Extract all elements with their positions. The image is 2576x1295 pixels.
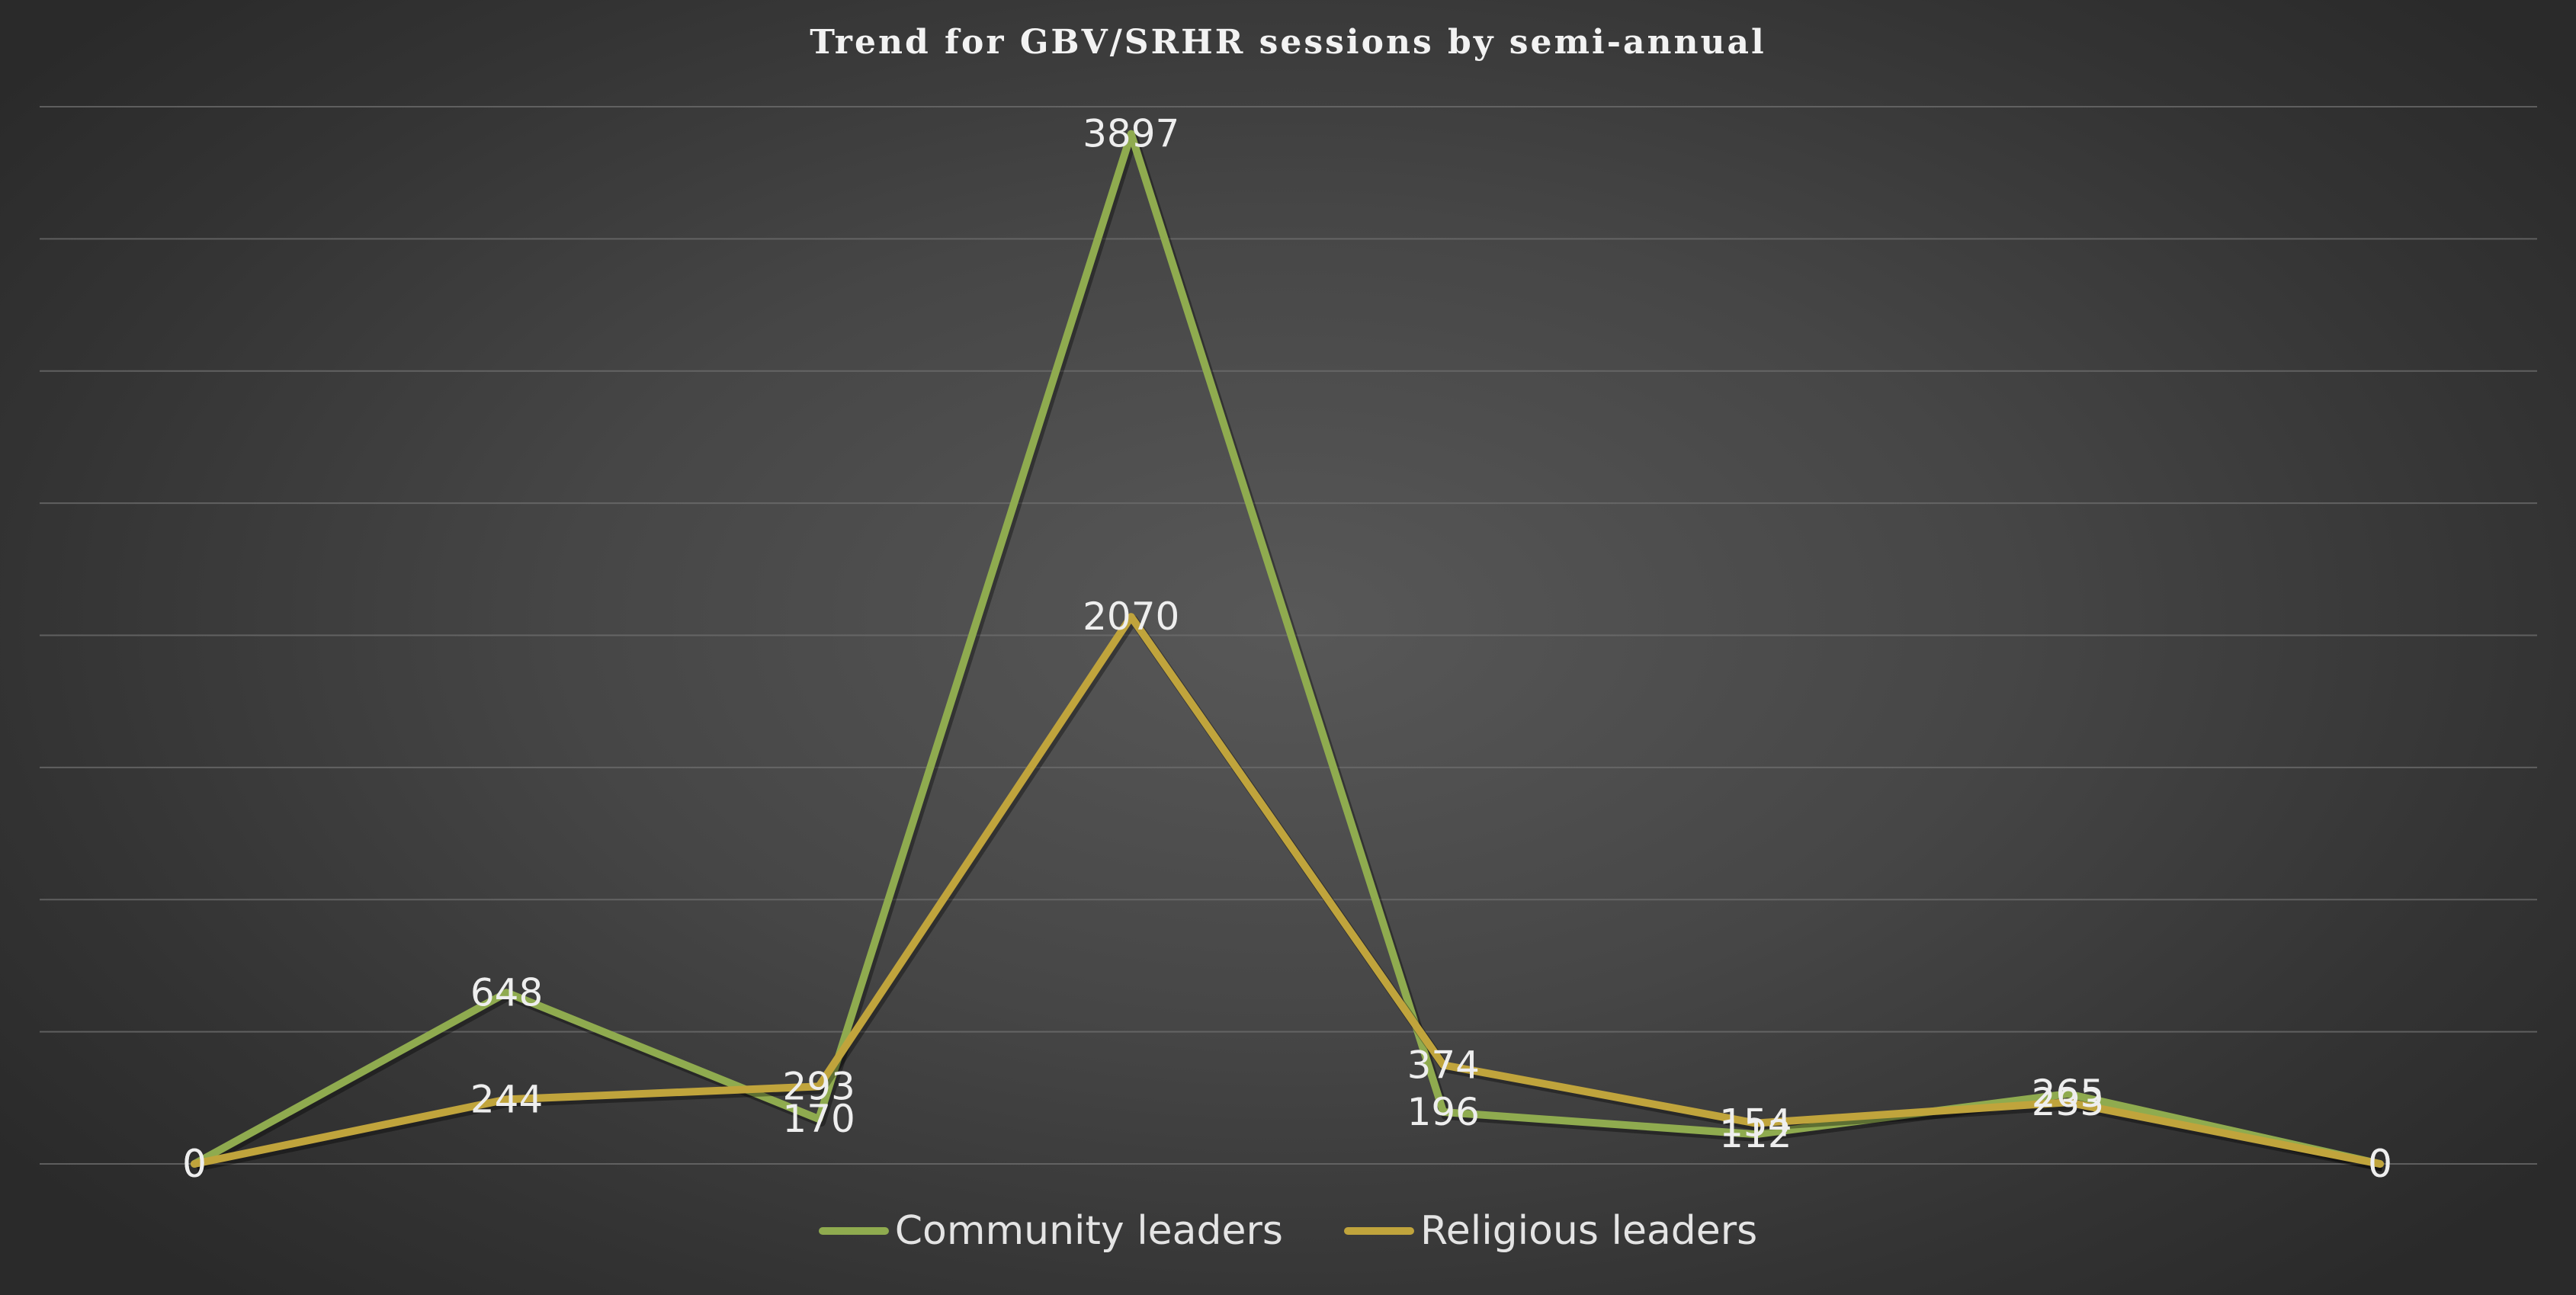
chart-title: Trend for GBV/SRHR sessions by semi-annu… — [810, 23, 1766, 62]
legend-swatch-religious-leaders — [1343, 1227, 1414, 1235]
data-label-s1-p4: 374 — [1407, 1043, 1480, 1087]
data-label-s0-p6: 265 — [2032, 1072, 2104, 1116]
gridlines — [40, 106, 2537, 1165]
data-label-s0-p4: 196 — [1407, 1090, 1480, 1134]
data-label-s1-p7: 0 — [2368, 1142, 2392, 1186]
data-label-s0-p3: 3897 — [1083, 112, 1179, 156]
data-label-s0-p1: 648 — [470, 970, 543, 1015]
legend-item-community-leaders[interactable]: Community leaders — [818, 1208, 1283, 1254]
series-line-community-leaders[interactable] — [191, 130, 2384, 1168]
series-lines — [191, 130, 2384, 1172]
data-label-s1-p3: 2070 — [1083, 595, 1179, 639]
legend-label-religious-leaders: Religious leaders — [1420, 1208, 1758, 1254]
data-label-s1-p5: 154 — [1719, 1101, 1792, 1146]
data-label-s1-p1: 244 — [470, 1077, 543, 1121]
data-label-s1-p0: 0 — [182, 1142, 207, 1186]
series-line-religious-leaders[interactable] — [191, 613, 2384, 1168]
legend-swatch-community-leaders — [818, 1227, 889, 1235]
legend-label-community-leaders: Community leaders — [894, 1208, 1283, 1254]
data-label-s0-p7: 0 — [2368, 1142, 2392, 1186]
data-label-s0-p5: 112 — [1719, 1112, 1792, 1156]
legend: Community leaders Religious leaders — [0, 1208, 2576, 1254]
data-label-s0-p2: 170 — [782, 1097, 855, 1141]
data-label-s0-p0: 0 — [182, 1142, 207, 1186]
data-label-s1-p6: 233 — [2032, 1080, 2104, 1124]
data-label-s1-p2: 293 — [782, 1064, 855, 1108]
legend-item-religious-leaders[interactable]: Religious leaders — [1343, 1208, 1758, 1254]
